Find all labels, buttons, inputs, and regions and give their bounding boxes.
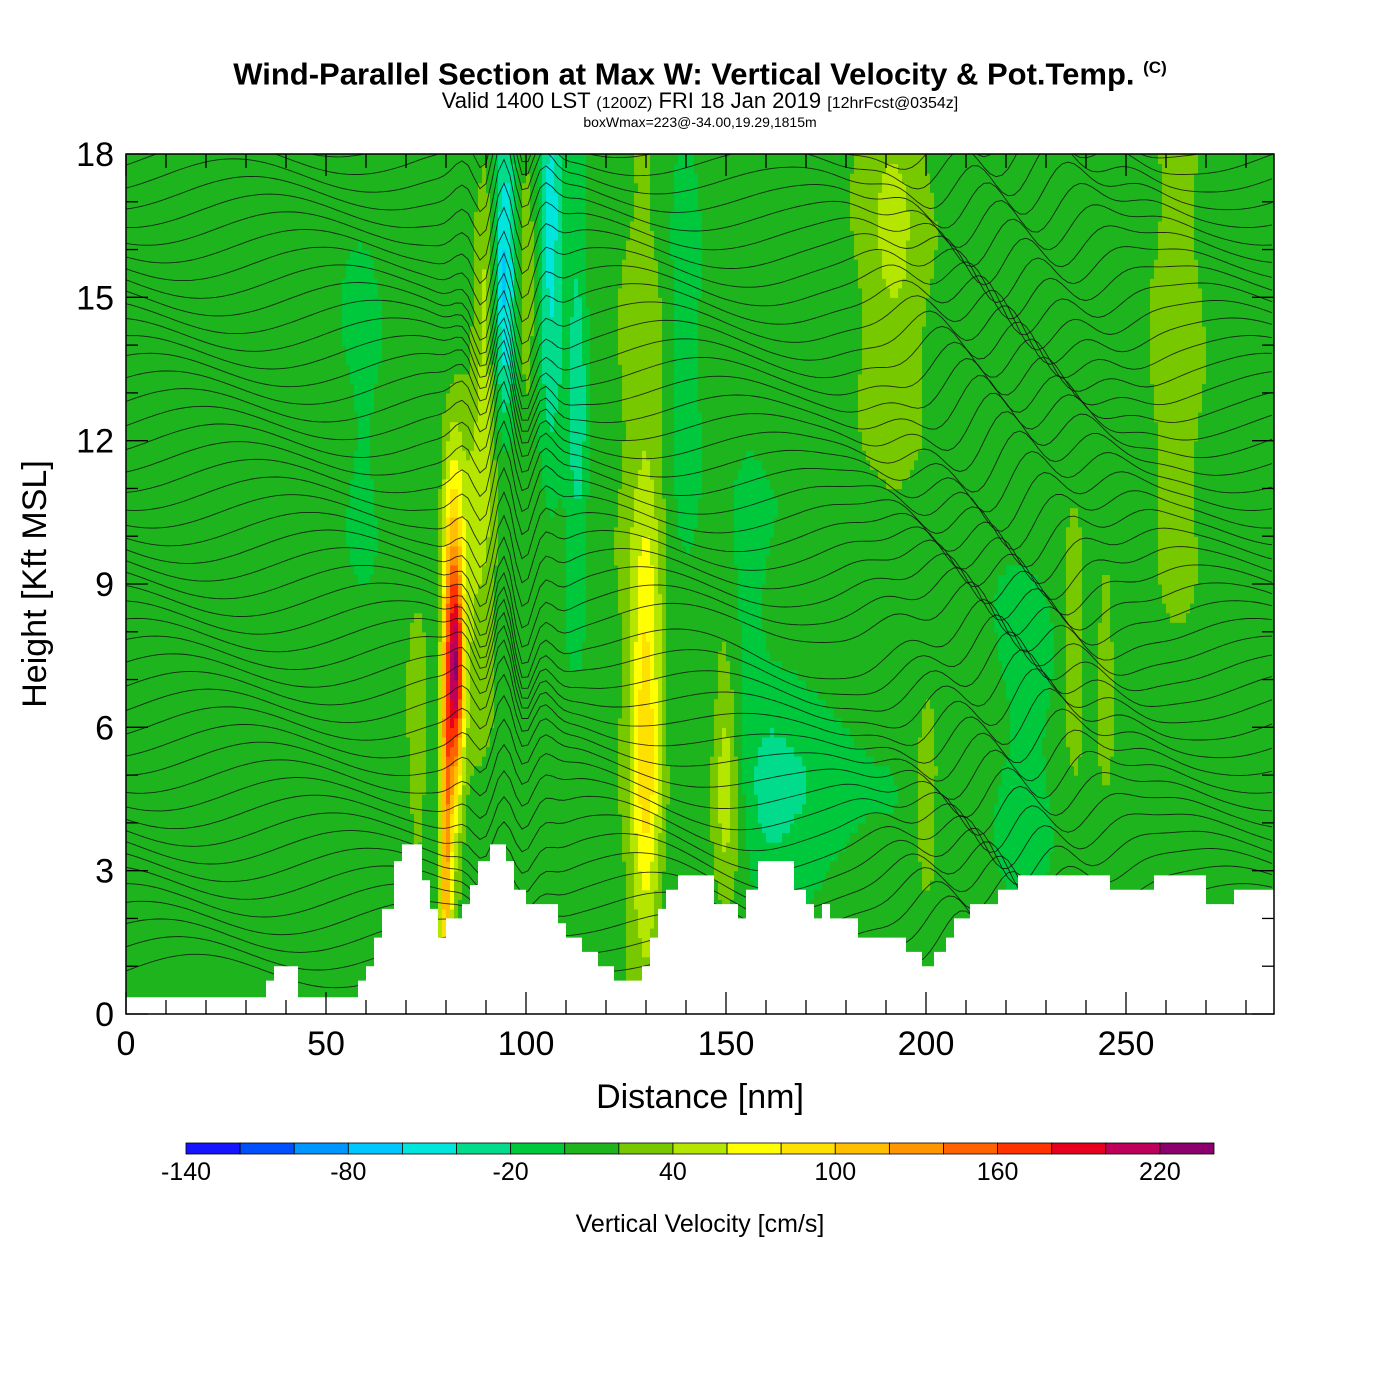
colorbar-tick-label: -140	[161, 1158, 211, 1186]
colorbar-swatch	[943, 1142, 998, 1155]
potential-temperature-contours	[126, 154, 1273, 1011]
colorbar-swatch	[1051, 1142, 1107, 1155]
copyright-mark: (C)	[1143, 58, 1167, 77]
x-tick-label: 150	[698, 1025, 755, 1063]
colorbar-swatch	[1105, 1142, 1161, 1155]
y-tick-label: 15	[76, 279, 114, 317]
colorbar-tick-label: -20	[493, 1158, 529, 1186]
x-axis-label: Distance [nm]	[596, 1078, 804, 1116]
colorbar-swatch	[618, 1142, 674, 1155]
chart-title: Wind-Parallel Section at Max W: Vertical…	[233, 56, 1167, 92]
colorbar-swatch	[347, 1142, 403, 1155]
colorbar-tick-label: 100	[814, 1158, 856, 1186]
colorbar-swatch	[456, 1142, 512, 1155]
x-tick-label: 50	[307, 1025, 345, 1063]
valid-time: Valid 1400 LST (1200Z) FRI 18 Jan 2019 […	[441, 88, 959, 114]
colorbar-swatch	[888, 1142, 944, 1155]
colorbar: -140 -80 -20 40 100 160 220	[161, 1142, 1215, 1186]
colorbar-swatch	[564, 1142, 620, 1155]
title-block: Wind-Parallel Section at Max W: Vertical…	[0, 50, 1400, 129]
terrain	[126, 844, 1274, 1014]
colorbar-swatch	[780, 1142, 836, 1155]
y-tick-label: 9	[95, 566, 114, 604]
colorbar-swatch	[1159, 1142, 1215, 1155]
x-tick-label: 100	[498, 1025, 555, 1063]
colorbar-tick-label: 220	[1139, 1158, 1181, 1186]
x-tick-label: 200	[898, 1025, 955, 1063]
y-tick-label: 12	[76, 423, 114, 461]
colorbar-swatch	[239, 1142, 295, 1155]
x-tick-label: 250	[1098, 1025, 1155, 1063]
vertical-velocity-field	[126, 154, 1274, 1014]
colorbar-swatch	[510, 1142, 566, 1155]
colorbar-label: Vertical Velocity [cm/s]	[576, 1210, 825, 1238]
boxwmax-note: boxWmax=223@-34.00,19.29,1815m	[583, 114, 817, 131]
colorbar-swatch	[185, 1142, 241, 1155]
axes: 0 50 100 150 200 250 0 3 6 9 12 15 18	[76, 136, 1274, 1063]
colorbar-tick-label: 40	[659, 1158, 687, 1186]
y-tick-label: 0	[95, 996, 114, 1034]
x-tick-label: 0	[117, 1025, 136, 1063]
colorbar-swatch	[997, 1142, 1053, 1155]
colorbar-tick-label: 160	[977, 1158, 1019, 1186]
colorbar-swatch	[402, 1142, 457, 1155]
y-axis-label: Height [Kft MSL]	[16, 460, 54, 708]
y-tick-label: 18	[76, 136, 114, 174]
y-tick-label: 3	[95, 853, 114, 891]
colorbar-swatch	[293, 1142, 349, 1155]
colorbar-swatch	[726, 1142, 782, 1155]
colorbar-tick-label: -80	[330, 1158, 366, 1186]
y-tick-label: 6	[95, 709, 114, 747]
colorbar-swatch	[672, 1142, 728, 1155]
colorbar-swatch	[834, 1142, 890, 1155]
